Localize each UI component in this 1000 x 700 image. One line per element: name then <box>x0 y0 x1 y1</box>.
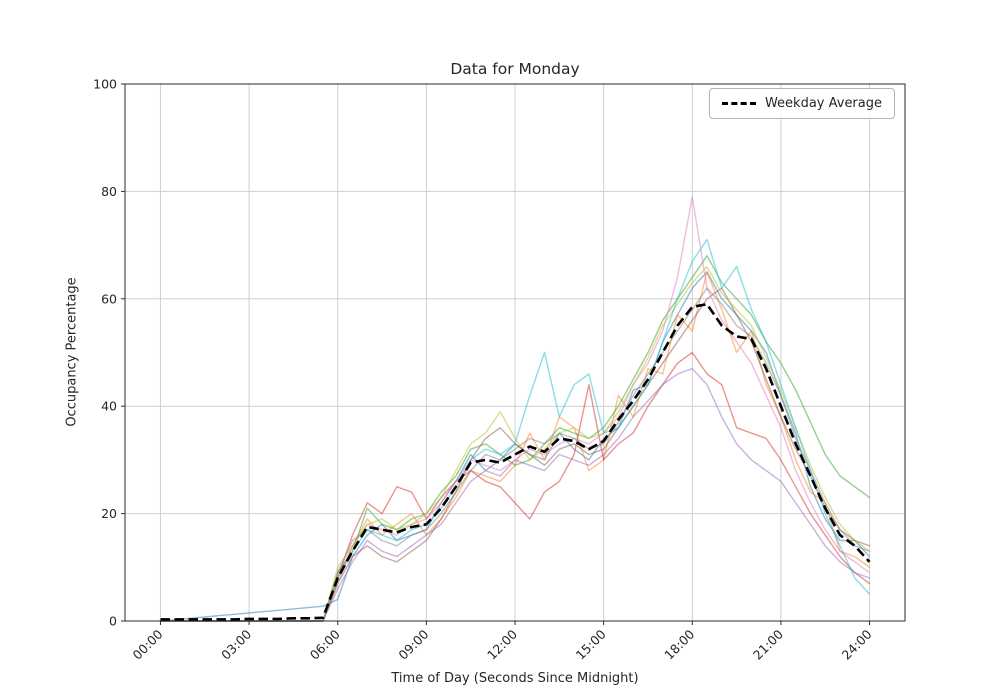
legend: Weekday Average <box>708 88 895 119</box>
y-tick-label: 80 <box>101 184 117 199</box>
x-tick-label: 24:00 <box>839 626 875 662</box>
average-line <box>160 302 871 621</box>
x-tick-label: 15:00 <box>573 626 609 662</box>
x-tick-label: 18:00 <box>661 626 697 662</box>
x-tick-label: 09:00 <box>395 626 431 662</box>
x-tick-label: 03:00 <box>218 626 254 662</box>
y-tick-label: 60 <box>101 291 117 306</box>
y-tick-label: 40 <box>101 399 117 414</box>
x-tick-label: 06:00 <box>307 626 343 662</box>
y-axis-label: Occupancy Percentage <box>64 277 80 427</box>
x-tick-label: 21:00 <box>750 626 786 662</box>
y-tick-label: 0 <box>109 614 117 629</box>
chart-title: Data for Monday <box>450 60 580 78</box>
legend-label: Weekday Average <box>764 96 882 111</box>
x-tick-label: 12:00 <box>484 626 520 662</box>
x-axis-label: Time of Day (Seconds Since Midnight) <box>391 671 639 686</box>
dashed-line-sample-icon <box>721 102 756 105</box>
y-tick-label: 20 <box>101 506 117 521</box>
y-tick-label: 100 <box>93 77 117 92</box>
x-tick-label: 00:00 <box>129 626 165 662</box>
